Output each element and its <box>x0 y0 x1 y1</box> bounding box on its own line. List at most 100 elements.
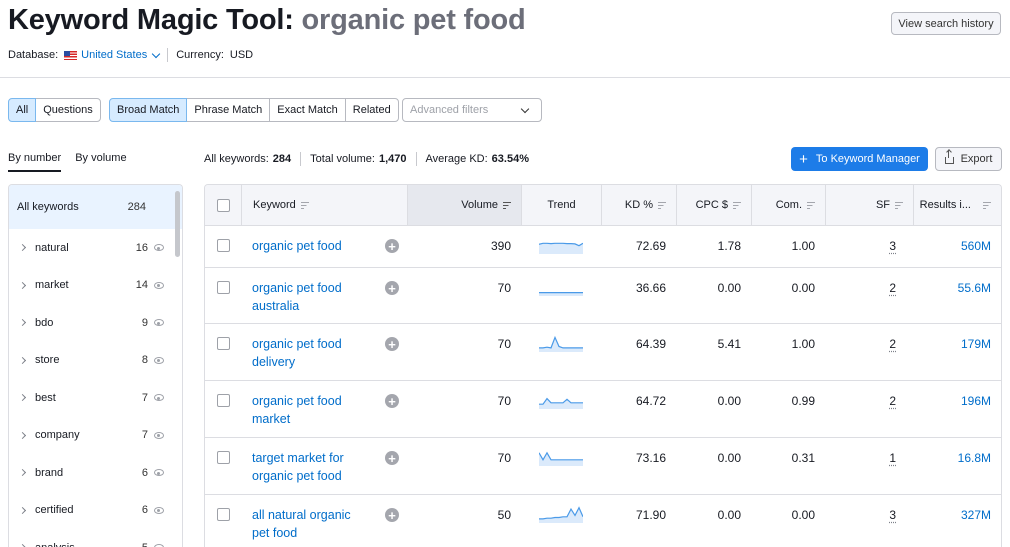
column-keyword[interactable]: Keyword <box>241 185 407 225</box>
sidebar-item-store[interactable]: store 8 <box>9 342 182 380</box>
eye-icon[interactable] <box>154 356 164 364</box>
keyword-link[interactable]: target market for organic pet food <box>252 451 344 483</box>
tab-phrase-match[interactable]: Phrase Match <box>186 98 271 122</box>
sidebar-item-count: 7 <box>141 429 148 442</box>
sidebar-scrollbar[interactable] <box>175 191 180 257</box>
tab-broad-match[interactable]: Broad Match <box>109 98 188 122</box>
chevron-right-icon <box>18 244 27 252</box>
row-checkbox[interactable] <box>216 394 230 407</box>
add-to-list-icon[interactable]: + <box>385 281 399 295</box>
keyword-groups-sidebar: All keywords 284 natural 16 market 14 bdo 9 st… <box>8 184 183 547</box>
results-cell: 196M <box>913 381 1001 437</box>
keyword-link[interactable]: organic pet food market <box>252 394 342 426</box>
results-link[interactable]: 179M <box>960 337 991 351</box>
serp-features-count[interactable]: 2 <box>889 337 896 351</box>
sidebar-item-natural[interactable]: natural 16 <box>9 229 182 267</box>
eye-icon[interactable] <box>154 469 164 477</box>
column-trend-label: Trend <box>547 199 576 211</box>
eye-icon[interactable] <box>154 281 164 289</box>
sf-cell: 1 <box>825 438 913 494</box>
tab-exact-match[interactable]: Exact Match <box>269 98 346 122</box>
results-link[interactable]: 327M <box>960 508 991 522</box>
sidebar-item-analysis[interactable]: analysis5 <box>9 529 182 547</box>
add-to-list-icon[interactable]: + <box>385 239 399 253</box>
keyword-link[interactable]: all natural organic pet food <box>252 508 351 540</box>
keyword-cell: organic pet food australia + <box>241 268 407 323</box>
export-button[interactable]: Export <box>935 147 1002 171</box>
com-cell: 0.00 <box>791 508 815 522</box>
to-keyword-manager-button[interactable]: + To Keyword Manager <box>791 147 928 171</box>
column-results[interactable]: Results i... <box>913 185 1001 225</box>
add-to-list-icon[interactable]: + <box>385 508 399 522</box>
trend-area <box>539 452 583 466</box>
sidebar-item-certified[interactable]: certified 6 <box>9 492 182 530</box>
results-link[interactable]: 16.8M <box>957 451 991 465</box>
results-link[interactable]: 55.6M <box>957 281 991 295</box>
divider <box>167 48 169 62</box>
row-checkbox[interactable] <box>216 451 230 464</box>
plus-icon: + <box>799 150 808 168</box>
kd-cell: 64.72 <box>635 394 666 408</box>
results-link[interactable]: 196M <box>960 394 991 408</box>
sidebar-item-company[interactable]: company 7 <box>9 417 182 455</box>
results-cell: 327M <box>913 495 1001 547</box>
eye-icon[interactable] <box>154 319 164 327</box>
sf-cell: 3 <box>825 495 913 547</box>
sidebar-item-best[interactable]: best 7 <box>9 379 182 417</box>
keyword-link[interactable]: organic pet food <box>252 239 342 253</box>
serp-features-count[interactable]: 3 <box>889 508 896 522</box>
eye-icon[interactable] <box>154 431 164 439</box>
tab-by-number[interactable]: By number <box>8 152 62 172</box>
column-sf[interactable]: SF <box>825 185 913 225</box>
tab-related[interactable]: Related <box>344 98 399 122</box>
add-to-list-icon[interactable]: + <box>385 337 399 351</box>
eye-icon[interactable] <box>154 244 164 252</box>
row-select-cell <box>205 268 241 323</box>
keyword-link[interactable]: organic pet food australia <box>252 281 342 313</box>
sidebar-item-market[interactable]: market 14 <box>9 267 182 305</box>
serp-features-count[interactable]: 3 <box>889 239 896 253</box>
com-cell: 0.31 <box>791 451 815 465</box>
trend-sparkline <box>539 506 583 523</box>
column-cpc-label: CPC $ <box>695 199 728 211</box>
row-checkbox[interactable] <box>216 239 230 252</box>
advanced-filters-dropdown[interactable]: Advanced filters <box>402 98 542 122</box>
add-to-list-icon[interactable]: + <box>385 394 399 408</box>
serp-features-count[interactable]: 2 <box>889 281 896 295</box>
results-link[interactable]: 560M <box>960 239 991 253</box>
database-selector[interactable]: United States <box>62 49 161 61</box>
sidebar-item-brand[interactable]: brand 6 <box>9 454 182 492</box>
row-checkbox[interactable] <box>216 508 230 521</box>
select-all-checkbox[interactable] <box>216 198 230 212</box>
tab-questions[interactable]: Questions <box>35 98 101 122</box>
trend-area <box>539 398 583 409</box>
sidebar-item-all-keywords[interactable]: All keywords 284 <box>9 185 182 229</box>
sidebar-item-label: brand <box>35 466 64 479</box>
trend-sparkline <box>539 242 583 254</box>
serp-features-count[interactable]: 1 <box>889 451 896 465</box>
add-to-list-icon[interactable]: + <box>385 451 399 465</box>
keyword-link[interactable]: organic pet food delivery <box>252 337 342 369</box>
trend-cell <box>521 324 601 380</box>
column-cpc[interactable]: CPC $ <box>676 185 751 225</box>
sf-cell: 3 <box>825 226 913 267</box>
tab-by-volume[interactable]: By volume <box>75 152 127 164</box>
column-kd[interactable]: KD % <box>601 185 676 225</box>
serp-features-count[interactable]: 2 <box>889 394 896 408</box>
keyword-cell: target market for organic pet food + <box>241 438 407 494</box>
chevron-right-icon <box>18 469 27 477</box>
column-com[interactable]: Com. <box>751 185 825 225</box>
tab-all[interactable]: All <box>8 98 37 122</box>
view-search-history-button[interactable]: View search history <box>891 12 1001 35</box>
row-checkbox[interactable] <box>216 337 230 350</box>
select-all-column <box>205 185 241 225</box>
eye-icon[interactable] <box>154 394 164 402</box>
row-checkbox[interactable] <box>216 281 230 294</box>
average-kd-label: Average KD: <box>425 153 488 165</box>
database-label: Database: <box>8 49 59 61</box>
eye-icon[interactable] <box>154 506 164 514</box>
total-volume-label: Total volume: <box>310 153 375 165</box>
sidebar-item-bdo[interactable]: bdo 9 <box>9 304 182 342</box>
table-row: target market for organic pet food +70 73.… <box>205 438 1001 495</box>
column-volume[interactable]: Volume <box>407 185 521 225</box>
